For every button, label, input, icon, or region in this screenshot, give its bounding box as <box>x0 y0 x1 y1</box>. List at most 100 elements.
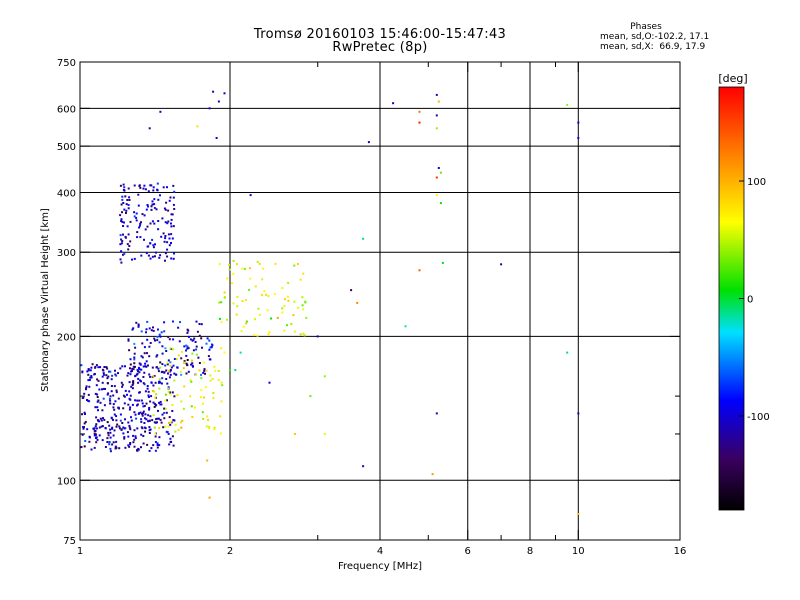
data-point <box>128 199 131 201</box>
data-point <box>128 390 131 393</box>
data-point <box>101 425 104 428</box>
data-point <box>122 225 125 227</box>
data-point <box>290 323 293 325</box>
data-point <box>180 426 183 429</box>
data-point <box>173 395 176 398</box>
data-point <box>158 444 161 447</box>
x-tick-label: 2 <box>227 546 233 557</box>
data-point <box>116 423 119 426</box>
data-point <box>151 238 154 241</box>
data-point <box>173 190 176 193</box>
data-point <box>88 379 91 381</box>
data-point <box>135 216 138 219</box>
data-point <box>249 194 252 197</box>
data-point <box>268 331 271 333</box>
data-point <box>152 329 155 332</box>
data-point <box>115 419 118 422</box>
data-point <box>87 373 90 376</box>
data-point <box>209 358 212 361</box>
data-point <box>94 366 97 369</box>
data-point <box>107 431 110 434</box>
data-point <box>441 261 444 264</box>
data-point <box>167 425 170 428</box>
data-point <box>126 374 129 377</box>
data-point <box>163 371 166 374</box>
data-point <box>174 373 177 376</box>
data-point <box>153 207 156 209</box>
data-point <box>146 320 149 323</box>
data-point <box>140 355 143 358</box>
data-point <box>180 357 183 360</box>
data-point <box>148 327 151 330</box>
x-tick-label: 1 <box>77 546 83 557</box>
data-point <box>200 389 203 391</box>
data-point <box>158 333 161 336</box>
data-point <box>111 427 113 430</box>
data-point <box>147 414 150 417</box>
data-point <box>156 354 159 357</box>
data-point <box>129 394 132 397</box>
data-point <box>120 242 123 245</box>
data-point <box>261 278 264 281</box>
data-point <box>136 427 139 430</box>
data-point <box>254 285 257 288</box>
data-point <box>120 238 123 241</box>
data-point <box>154 432 157 435</box>
data-point <box>149 242 152 245</box>
data-point <box>212 392 215 394</box>
data-point <box>164 235 167 237</box>
data-point <box>303 334 306 337</box>
data-point <box>147 394 150 397</box>
data-point <box>121 385 124 388</box>
data-point <box>169 393 172 396</box>
data-point <box>148 406 151 409</box>
data-point <box>131 370 133 372</box>
chart-title-line1: Tromsø 20160103 15:46:00-15:47:43 <box>253 27 507 42</box>
data-point <box>127 435 130 438</box>
data-point <box>144 228 147 231</box>
colorbar-tick-label: 100 <box>747 177 766 188</box>
data-point <box>142 435 145 437</box>
data-point <box>180 400 183 403</box>
data-point <box>136 449 139 452</box>
data-point <box>178 340 181 343</box>
data-point <box>132 365 135 368</box>
data-point <box>173 379 176 382</box>
data-point <box>131 367 134 370</box>
data-point <box>105 374 108 377</box>
data-point <box>140 254 143 257</box>
data-point <box>183 361 186 364</box>
data-point <box>127 372 130 375</box>
data-point <box>111 443 114 446</box>
data-point <box>207 355 210 358</box>
data-point <box>133 342 136 345</box>
data-point <box>161 352 164 355</box>
data-point <box>208 339 211 342</box>
data-point <box>198 334 201 337</box>
data-point <box>83 422 86 425</box>
data-point <box>130 416 132 419</box>
data-point <box>153 203 156 206</box>
data-point <box>119 234 122 237</box>
data-point <box>167 386 170 389</box>
data-point <box>128 445 131 448</box>
data-point <box>125 203 128 206</box>
data-point <box>254 318 256 321</box>
data-point <box>128 426 131 429</box>
data-point <box>155 208 158 211</box>
data-point <box>166 382 169 385</box>
data-point <box>208 107 211 110</box>
data-point <box>83 411 86 414</box>
data-point <box>146 352 148 355</box>
data-point <box>163 330 166 333</box>
data-point <box>167 209 170 212</box>
data-point <box>159 366 162 369</box>
data-point <box>154 396 157 399</box>
data-point <box>169 423 172 426</box>
data-point <box>139 236 142 239</box>
data-point <box>153 421 156 424</box>
data-point <box>154 255 156 258</box>
data-point <box>418 269 421 272</box>
data-point <box>107 434 110 437</box>
data-point <box>293 264 296 267</box>
